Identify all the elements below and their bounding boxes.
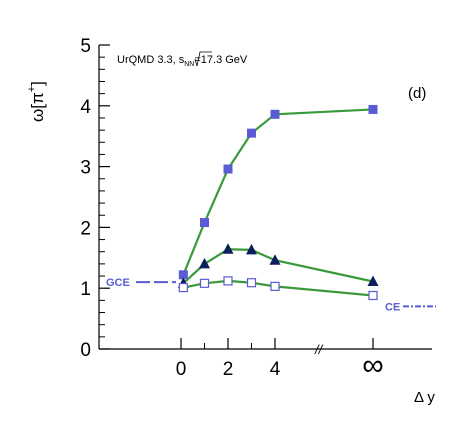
series-line: [182, 248, 374, 285]
data-point-triangle: [269, 254, 281, 265]
data-point-square: [270, 109, 280, 119]
series-line: [182, 108, 374, 276]
y-tick-label: 0: [80, 340, 91, 361]
y-tick-label: 3: [80, 158, 91, 179]
annotation: UrQMD 3.3, sNN=17.3 GeV: [117, 54, 248, 68]
data-point-square: [368, 104, 378, 114]
x-axis-break: //: [314, 342, 324, 357]
data-point-triangle: [222, 243, 234, 254]
ce-label: CE: [385, 301, 400, 313]
data-point-open-square: [199, 278, 210, 288]
y-tick-label: 2: [80, 218, 91, 239]
data-point-open-square: [246, 278, 257, 288]
data-point-triangle: [199, 257, 210, 269]
y-tick-label: 1: [80, 279, 91, 300]
data-point-square: [247, 128, 256, 138]
y-tick-label: 5: [80, 36, 91, 57]
data-point-open-square: [368, 290, 378, 301]
x-tick-label: 4: [270, 359, 281, 380]
gce-label: GCE: [106, 277, 130, 289]
data-point-open-square: [270, 281, 280, 291]
y-axis-label: ω[π+]: [26, 81, 47, 122]
x-tick-label: 0: [176, 359, 187, 380]
data-point-triangle: [367, 275, 379, 287]
data-point-open-square: [223, 276, 233, 286]
data-point-square: [178, 270, 188, 280]
sqrt-symbol: [194, 51, 212, 67]
x-tick-label: ∞: [362, 349, 383, 382]
data-point-square: [200, 218, 209, 228]
data-point-triangle: [246, 243, 257, 255]
data-point-square: [223, 164, 233, 174]
panel-label: (d): [408, 85, 426, 102]
data-point-open-square: [178, 282, 188, 293]
x-tick-label: 2: [223, 359, 234, 380]
y-tick-label: 4: [80, 97, 91, 118]
x-axis-label: Δ y: [414, 389, 435, 406]
